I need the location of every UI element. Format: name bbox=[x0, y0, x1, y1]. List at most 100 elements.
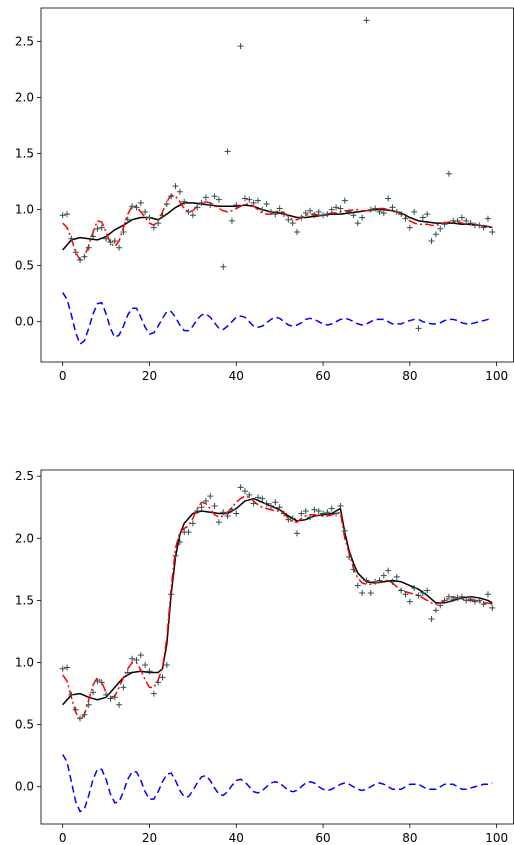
x-tick-label: 80 bbox=[402, 369, 417, 383]
plot-frame bbox=[41, 8, 514, 362]
series-line-solid bbox=[63, 203, 493, 250]
data-point bbox=[359, 214, 365, 220]
data-point bbox=[394, 574, 400, 580]
data-point bbox=[146, 668, 152, 674]
y-tick-label: 1.5 bbox=[15, 147, 34, 161]
data-point bbox=[359, 590, 365, 596]
data-point bbox=[60, 212, 66, 218]
data-point bbox=[233, 510, 239, 516]
data-point bbox=[416, 325, 422, 331]
data-point bbox=[251, 501, 257, 507]
data-point bbox=[290, 220, 296, 226]
data-point bbox=[342, 528, 348, 534]
data-point bbox=[173, 183, 179, 189]
data-point bbox=[385, 568, 391, 574]
x-tick-label: 0 bbox=[59, 369, 67, 383]
data-point bbox=[398, 587, 404, 593]
data-point bbox=[489, 605, 495, 611]
data-point bbox=[429, 616, 435, 622]
data-point bbox=[138, 652, 144, 658]
data-point bbox=[259, 207, 265, 213]
data-point bbox=[212, 503, 218, 509]
data-point bbox=[355, 583, 361, 589]
y-tick-label: 0.5 bbox=[15, 259, 34, 273]
data-point bbox=[446, 171, 452, 177]
data-point bbox=[238, 43, 244, 49]
data-point bbox=[186, 529, 192, 535]
data-point bbox=[220, 509, 226, 515]
data-point bbox=[320, 212, 326, 218]
data-point bbox=[151, 225, 157, 231]
data-point bbox=[407, 599, 413, 605]
series-line-solid bbox=[63, 499, 493, 705]
data-point bbox=[381, 573, 387, 579]
data-point bbox=[142, 662, 148, 668]
data-point bbox=[272, 499, 278, 505]
data-point bbox=[368, 207, 374, 213]
data-point bbox=[264, 201, 270, 207]
data-point bbox=[238, 484, 244, 490]
data-point bbox=[216, 197, 222, 203]
chart-top: 0 20 40 60 80 1000.00.51.01.52.02.5 bbox=[15, 8, 514, 383]
data-point bbox=[129, 203, 135, 209]
data-point bbox=[294, 530, 300, 536]
series-line-dashdot bbox=[63, 496, 493, 720]
x-tick-label: 100 bbox=[485, 369, 508, 383]
data-point bbox=[407, 225, 413, 231]
x-tick-label: 100 bbox=[485, 831, 508, 845]
data-point bbox=[168, 591, 174, 597]
x-tick-label: 60 bbox=[315, 831, 330, 845]
x-tick-label: 80 bbox=[402, 831, 417, 845]
data-point bbox=[246, 197, 252, 203]
data-point bbox=[164, 201, 170, 207]
data-point bbox=[429, 238, 435, 244]
data-point bbox=[381, 210, 387, 216]
data-point bbox=[160, 212, 166, 218]
data-point bbox=[164, 662, 170, 668]
data-point bbox=[190, 212, 196, 218]
y-tick-label: 0.5 bbox=[15, 718, 34, 732]
data-point bbox=[481, 601, 487, 607]
y-tick-label: 2.5 bbox=[15, 35, 34, 49]
data-point bbox=[103, 692, 109, 698]
y-tick-label: 2.0 bbox=[15, 531, 34, 545]
series-line-dashdot bbox=[63, 195, 493, 260]
data-point bbox=[242, 195, 248, 201]
data-point bbox=[229, 218, 235, 224]
chart-bottom: 0 20 40 60 80 1000.00.51.01.52.02.5 bbox=[15, 469, 514, 845]
data-point bbox=[363, 17, 369, 23]
y-tick-label: 1.0 bbox=[15, 656, 34, 670]
data-point bbox=[112, 694, 118, 700]
y-tick-label: 1.5 bbox=[15, 593, 34, 607]
y-tick-label: 2.0 bbox=[15, 91, 34, 105]
data-point bbox=[424, 211, 430, 217]
data-point bbox=[489, 229, 495, 235]
data-point bbox=[190, 520, 196, 526]
data-point bbox=[294, 229, 300, 235]
data-point bbox=[151, 691, 157, 697]
data-point bbox=[433, 231, 439, 237]
data-point bbox=[60, 666, 66, 672]
data-point bbox=[216, 519, 222, 525]
series-line-dashed bbox=[63, 754, 493, 811]
data-point bbox=[485, 591, 491, 597]
y-tick-label: 0.0 bbox=[15, 780, 34, 794]
x-tick-label: 60 bbox=[315, 369, 330, 383]
data-point bbox=[133, 657, 139, 663]
data-point bbox=[337, 206, 343, 212]
data-point bbox=[324, 211, 330, 217]
y-tick-label: 0.0 bbox=[15, 315, 34, 329]
data-point bbox=[212, 193, 218, 199]
data-point bbox=[220, 264, 226, 270]
data-point bbox=[485, 216, 491, 222]
data-point bbox=[64, 664, 70, 670]
x-tick-label: 40 bbox=[229, 369, 244, 383]
data-point bbox=[73, 249, 79, 255]
y-tick-label: 1.0 bbox=[15, 203, 34, 217]
y-tick-label: 2.5 bbox=[15, 469, 34, 483]
plot-frame bbox=[41, 470, 514, 824]
data-point bbox=[433, 607, 439, 613]
data-point bbox=[64, 211, 70, 217]
data-point bbox=[120, 684, 126, 690]
data-point bbox=[368, 590, 374, 596]
